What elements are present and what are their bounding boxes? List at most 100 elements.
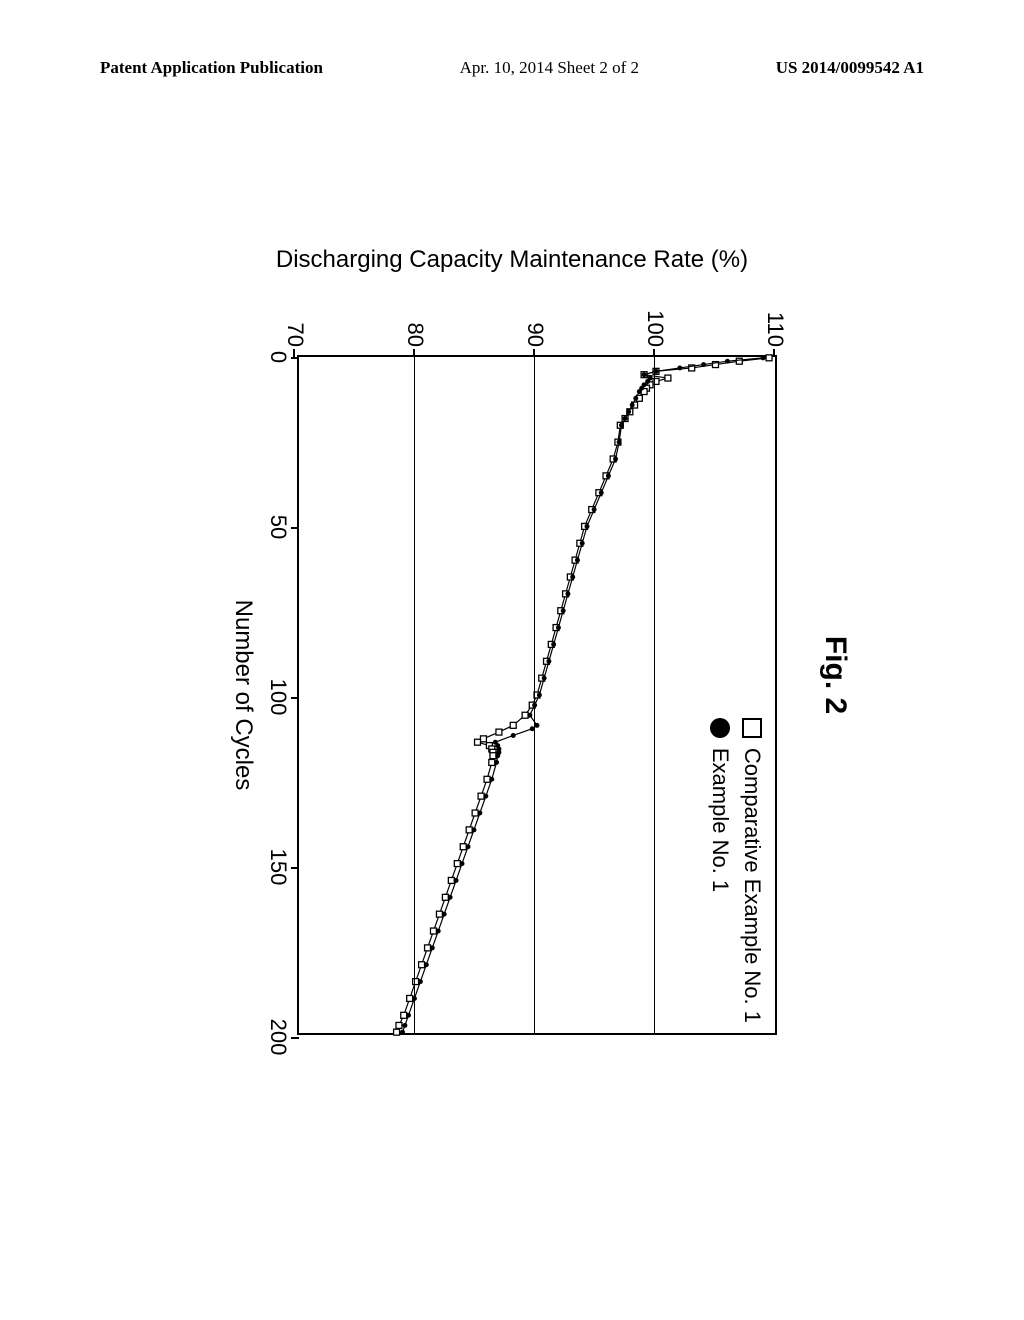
- open-square-icon: [665, 375, 671, 381]
- open-square-icon: [472, 810, 478, 816]
- y-tick-label: 70: [282, 307, 308, 357]
- filled-circle-icon: [400, 1030, 405, 1035]
- gridline-h: [534, 357, 535, 1033]
- filled-circle-icon: [418, 979, 423, 984]
- filled-circle-icon: [454, 878, 459, 883]
- y-tick-mark: [653, 349, 655, 357]
- filled-circle-icon: [623, 416, 628, 421]
- figure-label: Fig. 2: [818, 636, 852, 714]
- open-square-icon: [466, 827, 472, 833]
- filled-circle-icon: [592, 507, 597, 512]
- open-square-icon: [742, 718, 762, 738]
- page-body: Fig. 2 Discharging Capacity Maintenance …: [0, 150, 1024, 1200]
- filled-circle-icon: [575, 558, 580, 563]
- open-square-icon: [454, 861, 460, 867]
- filled-circle-icon: [585, 524, 590, 529]
- legend-item-comparative: Comparative Example No. 1: [739, 718, 765, 1023]
- filled-circle-icon: [430, 945, 435, 950]
- open-square-icon: [475, 739, 481, 745]
- open-square-icon: [425, 945, 431, 951]
- open-square-icon: [522, 712, 528, 718]
- filled-circle-icon: [710, 718, 730, 738]
- filled-circle-icon: [535, 723, 540, 728]
- filled-circle-icon: [406, 1013, 411, 1018]
- gridline-h: [414, 357, 415, 1033]
- chart-svg: [299, 357, 775, 1033]
- filled-circle-icon: [546, 659, 551, 664]
- y-axis-label: Discharging Capacity Maintenance Rate (%…: [276, 246, 748, 274]
- filled-circle-icon: [626, 409, 631, 414]
- filled-circle-icon: [599, 490, 604, 495]
- filled-circle-icon: [471, 827, 476, 832]
- open-square-icon: [484, 776, 490, 782]
- open-square-icon: [448, 877, 454, 883]
- open-square-icon: [460, 844, 466, 850]
- x-tick-mark: [291, 357, 299, 359]
- filled-circle-icon: [561, 608, 566, 613]
- open-square-icon: [430, 928, 436, 934]
- y-tick-mark: [413, 349, 415, 357]
- open-square-icon: [496, 729, 502, 735]
- filled-circle-icon: [642, 372, 647, 377]
- open-square-icon: [401, 1012, 407, 1018]
- filled-circle-icon: [466, 844, 471, 849]
- x-tick-mark: [291, 697, 299, 699]
- open-square-icon: [510, 722, 516, 728]
- y-tick-label: 110: [762, 307, 788, 357]
- filled-circle-icon: [637, 389, 642, 394]
- y-tick-mark: [533, 349, 535, 357]
- legend-label: Example No. 1: [707, 748, 733, 892]
- y-tick-label: 100: [642, 307, 668, 357]
- filled-circle-icon: [448, 895, 453, 900]
- legend-item-example: Example No. 1: [707, 718, 733, 1023]
- filled-circle-icon: [495, 753, 500, 758]
- filled-circle-icon: [527, 713, 532, 718]
- y-tick-mark: [773, 349, 775, 357]
- filled-circle-icon: [436, 929, 441, 934]
- filled-circle-icon: [494, 760, 499, 765]
- filled-circle-icon: [565, 591, 570, 596]
- open-square-icon: [489, 759, 495, 765]
- figure-2: Fig. 2 Discharging Capacity Maintenance …: [192, 225, 832, 1125]
- filled-circle-icon: [619, 423, 624, 428]
- filled-circle-icon: [701, 362, 706, 367]
- filled-circle-icon: [725, 359, 730, 364]
- open-square-icon: [442, 894, 448, 900]
- filled-circle-icon: [442, 912, 447, 917]
- open-square-icon: [490, 753, 496, 759]
- filled-circle-icon: [460, 861, 465, 866]
- open-square-icon: [394, 1029, 400, 1035]
- open-square-icon: [736, 358, 742, 364]
- filled-circle-icon: [606, 473, 611, 478]
- x-axis-label: Number of Cycles: [229, 600, 257, 791]
- filled-circle-icon: [489, 777, 494, 782]
- filled-circle-icon: [617, 440, 622, 445]
- header-left: Patent Application Publication: [100, 58, 323, 78]
- filled-circle-icon: [630, 403, 635, 408]
- open-square-icon: [396, 1022, 402, 1028]
- gridline-h: [654, 357, 655, 1033]
- open-square-icon: [419, 962, 425, 968]
- filled-circle-icon: [537, 693, 542, 698]
- filled-circle-icon: [613, 457, 618, 462]
- filled-circle-icon: [424, 962, 429, 967]
- filled-circle-icon: [556, 625, 561, 630]
- plot-area: Comparative Example No. 1 Example No. 1 …: [297, 355, 777, 1035]
- x-tick-mark: [291, 867, 299, 869]
- filled-circle-icon: [511, 733, 516, 738]
- legend-label: Comparative Example No. 1: [739, 748, 765, 1023]
- page-header: Patent Application Publication Apr. 10, …: [0, 58, 1024, 78]
- filled-circle-icon: [402, 1023, 407, 1028]
- open-square-icon: [407, 995, 413, 1001]
- filled-circle-icon: [477, 811, 482, 816]
- header-center: Apr. 10, 2014 Sheet 2 of 2: [460, 58, 639, 78]
- filled-circle-icon: [483, 794, 488, 799]
- filled-circle-icon: [570, 575, 575, 580]
- y-tick-label: 80: [402, 307, 428, 357]
- filled-circle-icon: [542, 676, 547, 681]
- filled-circle-icon: [580, 541, 585, 546]
- x-tick-mark: [291, 527, 299, 529]
- header-right: US 2014/0099542 A1: [776, 58, 924, 78]
- open-square-icon: [436, 911, 442, 917]
- y-tick-label: 90: [522, 307, 548, 357]
